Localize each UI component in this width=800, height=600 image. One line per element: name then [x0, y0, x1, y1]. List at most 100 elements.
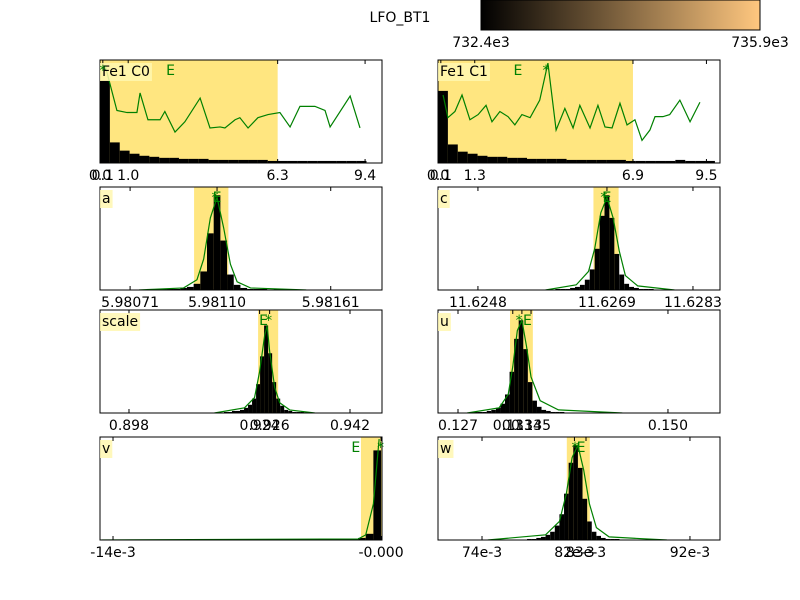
- estimate-marker: E: [514, 63, 523, 79]
- estimate-marker: E: [166, 63, 175, 79]
- histogram-bar: [235, 410, 240, 413]
- histogram-bar: [276, 398, 281, 413]
- histogram-bar: [556, 158, 567, 163]
- x-tick-label: 11.6283: [664, 295, 722, 311]
- histogram-bar: [178, 158, 189, 163]
- histogram-bar: [240, 287, 248, 290]
- panel-label: a: [102, 191, 111, 207]
- histogram-bar: [565, 288, 571, 290]
- histogram-bar: [300, 411, 305, 413]
- distribution-line: [101, 439, 380, 540]
- histogram-bar: [467, 153, 478, 163]
- x-tick-label: 6.3: [267, 168, 289, 184]
- x-tick-label: 0.1: [92, 168, 114, 184]
- histogram-bar: [610, 538, 615, 540]
- x-tick-label: 0.0: [89, 168, 111, 184]
- histogram-bar: [546, 410, 551, 413]
- x-tick-label: 9.4: [354, 168, 376, 184]
- histogram-bar: [695, 160, 706, 163]
- x-tick-label: 0.134: [502, 418, 542, 434]
- panel-label-box: [100, 313, 141, 331]
- histogram-bar: [346, 160, 357, 163]
- histogram-bar: [532, 400, 537, 413]
- x-tick-label: 74e-3: [462, 545, 502, 561]
- histogram-bar: [536, 158, 547, 163]
- histogram-bar: [609, 217, 615, 290]
- histogram-bar: [616, 159, 626, 163]
- histogram-bar: [536, 537, 541, 540]
- histogram-bar: [280, 405, 285, 413]
- x-tick-label: 1.3: [464, 168, 486, 184]
- histogram-bar: [173, 288, 181, 290]
- histogram-bar: [248, 159, 258, 163]
- panel-label-box: [438, 313, 451, 331]
- panel-label: Fe1 C1: [440, 64, 488, 80]
- histogram-bar: [559, 514, 565, 540]
- histogram-bar: [288, 410, 293, 413]
- colorbar-tick-label: 732.4e3: [452, 35, 510, 51]
- histogram-bar: [517, 157, 528, 163]
- estimate-marker: *: [542, 63, 549, 79]
- histogram-bar: [643, 288, 649, 290]
- distribution-line: [214, 325, 315, 413]
- histogram-bar: [457, 151, 468, 163]
- histogram-bar: [605, 538, 611, 540]
- colorbar: [480, 0, 761, 31]
- histogram-bar: [252, 398, 257, 413]
- histogram-bar: [586, 159, 597, 163]
- histogram-bar: [596, 159, 607, 163]
- histogram-bar: [665, 160, 676, 163]
- histogram-bar: [268, 353, 273, 413]
- x-tick-label: 11.6248: [449, 295, 507, 311]
- histogram-bar: [166, 288, 174, 290]
- panel-label-box: [438, 63, 490, 81]
- histogram-bar: [675, 159, 686, 163]
- x-tick-label: 11.6269: [578, 295, 636, 311]
- estimate-marker: E: [259, 313, 268, 329]
- histogram-bar: [267, 160, 278, 163]
- histogram-bar: [160, 288, 167, 290]
- estimate-marker: *: [572, 440, 579, 456]
- plot-area: [487, 437, 667, 540]
- panel-label: v: [102, 441, 110, 457]
- histogram-bar: [633, 287, 639, 290]
- histogram-bar: [169, 157, 179, 163]
- x-tick-label: 0.942: [330, 418, 370, 434]
- histogram-bar: [238, 159, 249, 163]
- plot-frame: [437, 59, 721, 164]
- histogram-bar: [536, 406, 542, 413]
- histogram-bar: [253, 288, 261, 290]
- histogram-bar: [231, 410, 236, 413]
- distribution-line: [138, 194, 307, 290]
- histogram-bar: [497, 156, 508, 163]
- plot-area: [138, 187, 307, 290]
- histogram-bar: [272, 382, 277, 413]
- histogram-bar: [223, 411, 228, 413]
- histogram-bar: [292, 411, 297, 413]
- histogram-bar: [227, 274, 234, 290]
- plot-frame: [437, 309, 721, 414]
- histogram-bar: [505, 394, 510, 413]
- x-tick-label: 6.9: [622, 168, 644, 184]
- plot-area: [101, 437, 382, 540]
- histogram-bar: [546, 158, 557, 163]
- x-tick-label: 5.98110: [188, 295, 246, 311]
- histogram-bar: [599, 215, 605, 290]
- histogram-bar: [186, 286, 194, 290]
- histogram-bar: [514, 338, 519, 413]
- histogram-bar: [495, 407, 501, 413]
- x-tick-label: 0.150: [648, 418, 688, 434]
- histogram-bar: [555, 411, 560, 413]
- histogram-bar: [601, 537, 606, 540]
- histogram-bar: [100, 80, 110, 163]
- histogram-bar: [614, 253, 620, 290]
- histogram-bar: [523, 349, 528, 413]
- distribution-line: [104, 64, 361, 134]
- x-tick-label: 0.926: [250, 418, 290, 434]
- distribution-line: [442, 62, 701, 142]
- histogram-bar: [296, 411, 301, 413]
- histogram-bar: [638, 288, 644, 290]
- histogram-bar: [655, 160, 666, 163]
- histogram-bar: [570, 287, 576, 290]
